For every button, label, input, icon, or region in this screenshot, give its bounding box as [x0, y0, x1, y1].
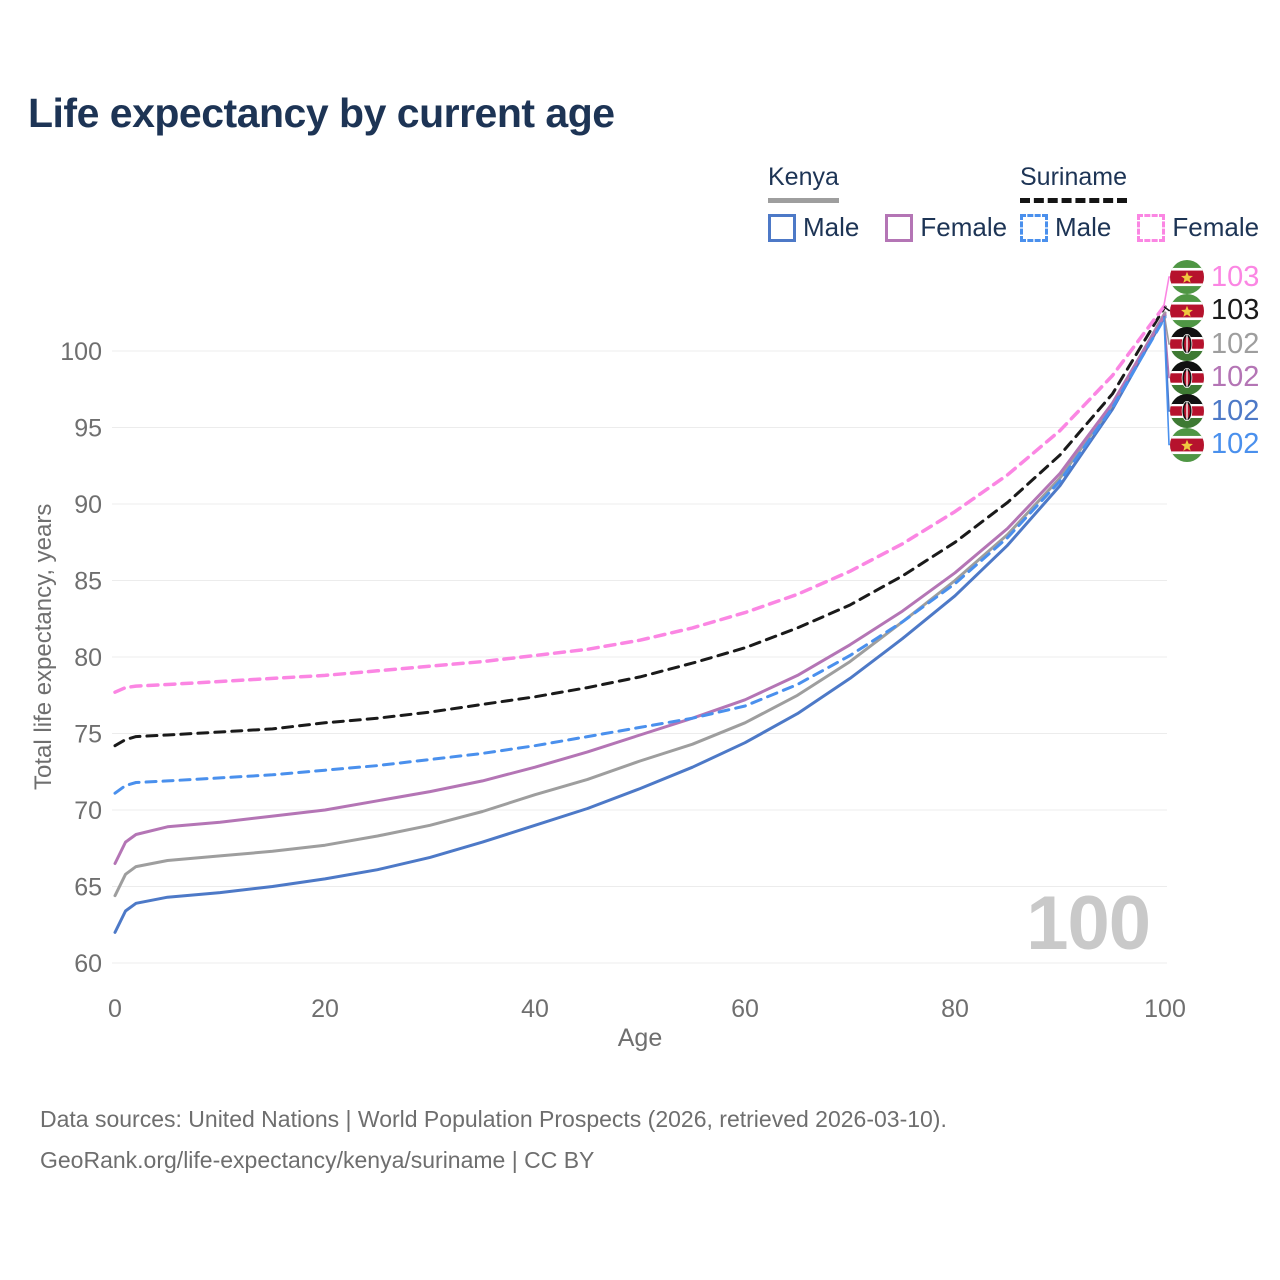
legend-item-suriname-male[interactable]: Male	[1020, 212, 1111, 243]
y-tick-label: 65	[74, 874, 102, 902]
kenya-flag-icon	[1170, 360, 1204, 395]
page-title: Life expectancy by current age	[28, 90, 615, 136]
kenya-flag-icon	[1170, 327, 1204, 361]
suriname-female-swatch-icon	[1137, 213, 1166, 242]
end-label-value: 102	[1211, 361, 1260, 393]
y-tick-label: 95	[74, 415, 102, 443]
kenya-flag-icon	[1170, 394, 1204, 428]
x-tick-label: 60	[731, 995, 759, 1023]
end-label-kenya-male: 102	[1170, 394, 1259, 428]
x-axis-title: Age	[617, 1024, 663, 1052]
legend-label: Female	[920, 212, 1008, 242]
legend-item-kenya-female[interactable]: Female	[885, 212, 1007, 243]
y-tick-label: 60	[74, 950, 102, 978]
legend-header-kenya: Kenya	[768, 163, 839, 203]
series-line-suriname-male	[113, 315, 1167, 795]
legend-item-suriname-female[interactable]: Female	[1137, 212, 1259, 243]
legend-header-suriname: Suriname	[1020, 163, 1127, 203]
legend-label: Male	[1055, 212, 1112, 242]
x-tick-label: 100	[1144, 995, 1186, 1023]
y-tick-label: 90	[74, 491, 102, 519]
series-line-suriname	[113, 305, 1167, 748]
legend-label: Male	[803, 212, 860, 242]
legend-group-suriname: Suriname Male Female	[1020, 163, 1280, 243]
y-tick-label: 80	[74, 644, 102, 672]
end-label-suriname-male: 102	[1170, 427, 1260, 462]
footer-url-line: GeoRank.org/life-expectancy/kenya/surina…	[40, 1147, 595, 1173]
kenya-female-swatch-icon	[885, 213, 914, 242]
y-tick-label: 75	[74, 721, 102, 749]
end-label-suriname: 103	[1170, 293, 1260, 328]
series-line-suriname-female	[113, 303, 1167, 694]
series-line-kenya-female	[113, 312, 1167, 865]
kenya-male-swatch-icon	[768, 213, 796, 242]
suriname-flag-icon	[1170, 293, 1204, 328]
x-tick-label: 0	[108, 995, 122, 1023]
series-line-kenya	[113, 311, 1167, 898]
end-label-value: 102	[1211, 394, 1260, 427]
suriname-flag-icon	[1170, 427, 1204, 462]
suriname-flag-icon	[1170, 260, 1204, 294]
end-label-value: 102	[1211, 428, 1260, 460]
x-tick-label: 80	[941, 995, 969, 1023]
legend-group-kenya: Kenya Male Female	[768, 163, 1033, 243]
y-axis-title: Total life expectancy, years	[30, 503, 57, 790]
end-label-suriname-female: 103	[1170, 260, 1259, 294]
y-tick-label: 70	[74, 797, 102, 825]
footer-source-line: Data sources: United Nations | World Pop…	[40, 1106, 947, 1132]
end-label-value: 102	[1211, 327, 1260, 360]
legend-label: Female	[1172, 212, 1260, 242]
hover-age-watermark: 100	[1026, 881, 1151, 966]
y-tick-label: 85	[74, 568, 102, 596]
end-label-kenya-female: 102	[1170, 360, 1260, 395]
end-label-value: 103	[1211, 260, 1260, 293]
end-label-kenya: 102	[1170, 327, 1259, 361]
x-tick-label: 40	[521, 995, 549, 1023]
suriname-male-swatch-icon	[1020, 213, 1048, 242]
x-tick-label: 20	[311, 995, 339, 1023]
end-label-value: 103	[1211, 294, 1260, 326]
legend-item-kenya-male[interactable]: Male	[768, 212, 859, 243]
series-line-kenya-male	[113, 314, 1167, 934]
y-tick-label: 100	[60, 338, 102, 366]
